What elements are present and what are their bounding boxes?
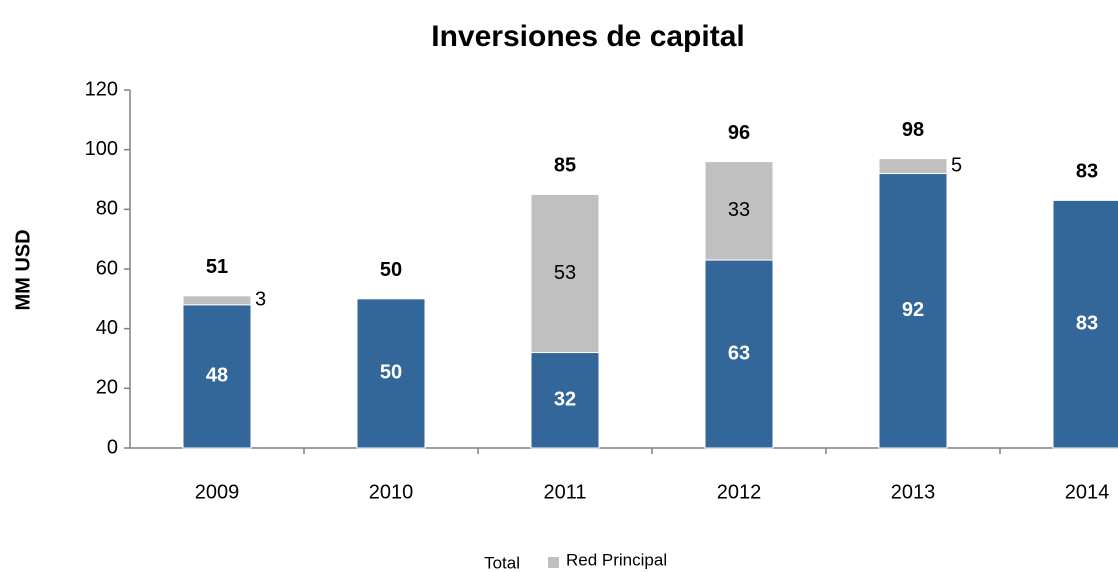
bar-segment (704, 259, 774, 449)
total-label: 96 (728, 122, 750, 144)
total-label: 98 (902, 119, 924, 141)
y-tick-label: 60 (96, 257, 118, 279)
value-label: 53 (554, 262, 576, 284)
bar-segment (356, 298, 426, 449)
y-tick-label: 100 (85, 138, 118, 160)
value-label: 92 (902, 299, 924, 321)
x-tick-label: 2012 (717, 481, 762, 503)
y-tick-label: 120 (85, 78, 118, 100)
value-label: 63 (728, 342, 750, 364)
total-label: 83 (1076, 161, 1098, 183)
legend-swatch (548, 557, 559, 568)
value-label: 5 (951, 154, 962, 176)
value-label: 83 (1076, 312, 1098, 334)
y-tick-label: 20 (96, 377, 118, 399)
chart-title: Inversiones de capital (431, 20, 744, 53)
y-axis-label: MM USD (12, 229, 34, 310)
value-label: 50 (380, 362, 402, 384)
value-label: 48 (206, 365, 228, 387)
total-label: 85 (554, 155, 576, 177)
total-label: 50 (380, 259, 402, 281)
bar-segment (182, 295, 252, 306)
value-label: 32 (554, 389, 576, 411)
bar-segment (704, 161, 774, 261)
y-tick-label: 0 (107, 436, 118, 458)
y-tick-label: 40 (96, 317, 118, 339)
bar-segment (530, 193, 600, 354)
bar-segment (1052, 199, 1118, 449)
x-tick-label: 2013 (891, 481, 936, 503)
legend-label: Red Principal (566, 550, 667, 569)
bar-segment (878, 173, 948, 449)
x-tick-label: 2009 (195, 481, 240, 503)
value-label: 33 (728, 199, 750, 221)
total-label: 51 (206, 256, 228, 278)
y-tick-label: 80 (96, 198, 118, 220)
x-tick-label: 2010 (369, 481, 414, 503)
x-tick-label: 2011 (543, 481, 586, 503)
x-tick-label: 2014 (1065, 481, 1110, 503)
value-label: 3 (255, 289, 266, 311)
legend-label: Total (484, 553, 520, 572)
bar-segment (878, 158, 948, 175)
